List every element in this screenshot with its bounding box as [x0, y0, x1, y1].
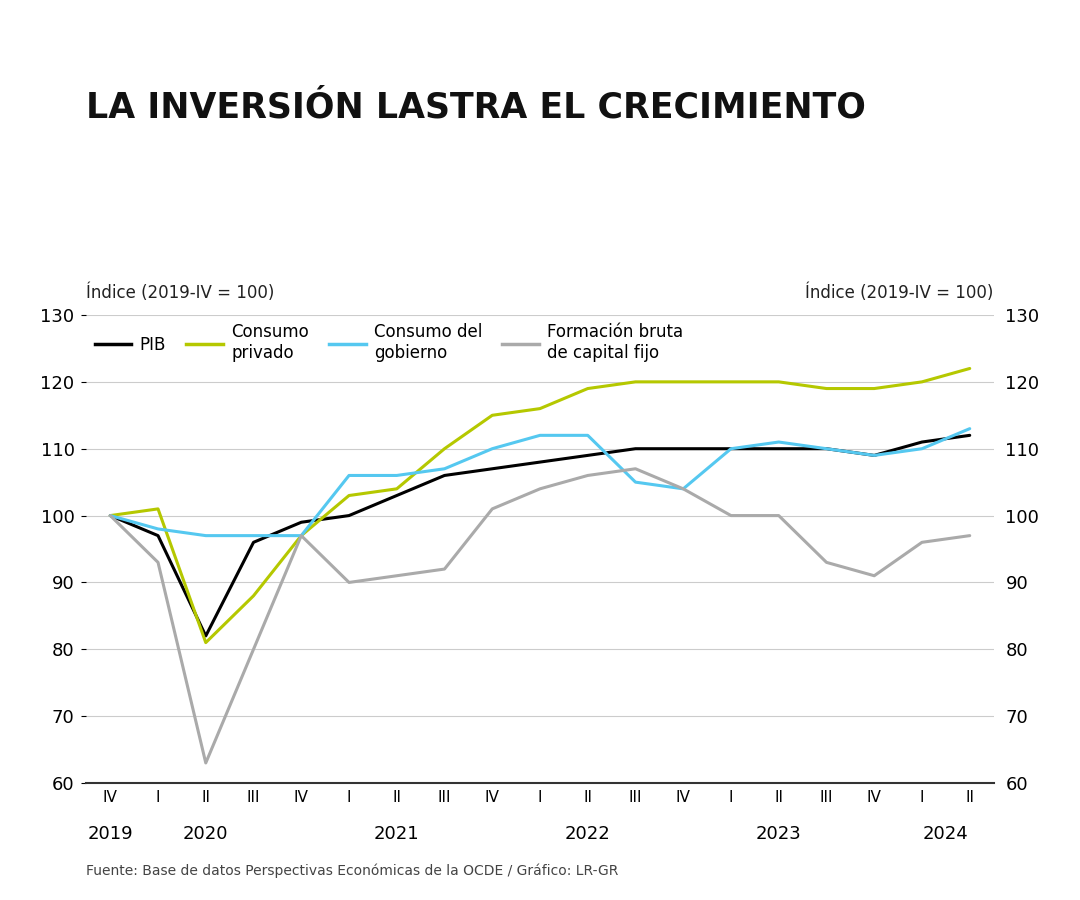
Text: Índice (2019-IV = 100): Índice (2019-IV = 100) [86, 283, 274, 302]
Text: 2024: 2024 [923, 824, 969, 842]
Text: LA INVERSIÓN LASTRA EL CRECIMIENTO: LA INVERSIÓN LASTRA EL CRECIMIENTO [86, 90, 866, 124]
Legend: PIB, Consumo
privado, Consumo del
gobierno, Formación bruta
de capital fijo: PIB, Consumo privado, Consumo del gobier… [95, 323, 684, 362]
Text: Índice (2019-IV = 100): Índice (2019-IV = 100) [806, 283, 994, 302]
Text: LR: LR [976, 851, 1005, 872]
Text: 2020: 2020 [183, 824, 229, 842]
Text: Fuente: Base de datos Perspectivas Económicas de la OCDE / Gráfico: LR-GR: Fuente: Base de datos Perspectivas Econó… [86, 863, 619, 878]
Text: 2021: 2021 [374, 824, 419, 842]
Text: 2022: 2022 [565, 824, 610, 842]
Text: 2019: 2019 [87, 824, 133, 842]
Text: 2023: 2023 [756, 824, 801, 842]
